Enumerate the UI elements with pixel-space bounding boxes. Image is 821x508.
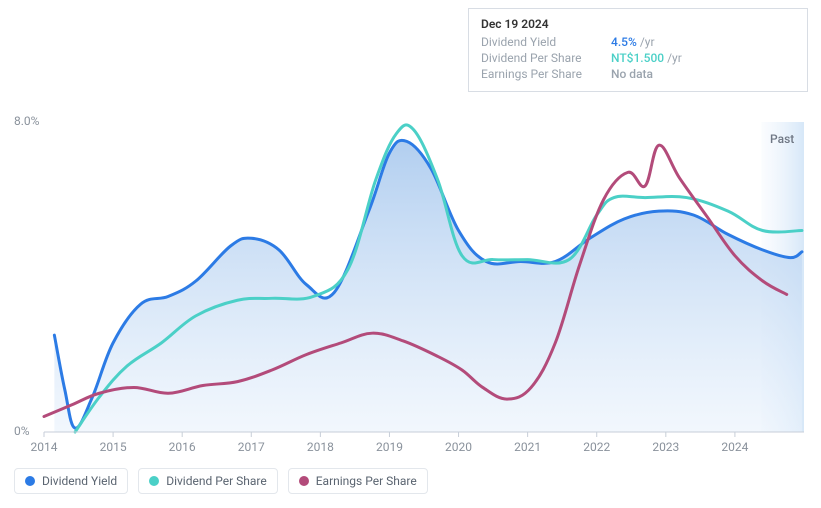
past-band-label: Past (770, 132, 794, 146)
tooltip-row: Dividend Yield4.5%/yr (481, 35, 795, 49)
x-tick-label: 2016 (169, 440, 196, 454)
tooltip-row: Earnings Per ShareNo data (481, 67, 795, 81)
x-tick-label: 2017 (238, 440, 265, 454)
area-dividend-yield (54, 140, 802, 432)
tooltip-row-label: Earnings Per Share (481, 67, 611, 81)
y-tick-label: 0% (14, 424, 52, 438)
legend-label: Earnings Per Share (316, 474, 417, 488)
legend: Dividend Yield Dividend Per Share Earnings… (14, 468, 428, 494)
tooltip-date: Dec 19 2024 (481, 17, 795, 31)
tooltip-row-value: NT$1.500 (611, 51, 664, 65)
x-tick-label: 2020 (445, 440, 472, 454)
x-tick-label: 2014 (31, 440, 58, 454)
legend-dot-icon (299, 476, 309, 486)
legend-item[interactable]: Dividend Per Share (138, 468, 278, 494)
legend-dot-icon (149, 476, 159, 486)
legend-item[interactable]: Dividend Yield (14, 468, 128, 494)
tooltip-row-unit: /yr (640, 35, 655, 49)
legend-label: Dividend Yield (42, 474, 117, 488)
y-tick-label: 8.0% (14, 114, 52, 128)
tooltip-row-value: No data (611, 67, 653, 81)
tooltip-row: Dividend Per ShareNT$1.500/yr (481, 51, 795, 65)
x-tick-label: 2015 (100, 440, 127, 454)
x-tick-label: 2018 (307, 440, 334, 454)
tooltip-rows: Dividend Yield4.5%/yrDividend Per ShareN… (481, 35, 795, 81)
tooltip-row-value: 4.5% (611, 35, 637, 49)
legend-label: Dividend Per Share (166, 474, 267, 488)
tooltip-box: Dec 19 2024 Dividend Yield4.5%/yrDividen… (468, 8, 808, 92)
chart-svg (14, 112, 809, 452)
tooltip-row-label: Dividend Yield (481, 35, 611, 49)
tooltip-row-unit: /yr (667, 51, 682, 65)
x-tick-label: 2023 (652, 440, 679, 454)
x-tick-label: 2019 (376, 440, 403, 454)
legend-dot-icon (25, 476, 35, 486)
x-tick-label: 2021 (514, 440, 541, 454)
x-tick-label: 2022 (583, 440, 610, 454)
x-axis-labels: 2014 2015 2016 2017 2018 2019 2020 2021 2022 2023… (14, 440, 809, 460)
chart-container: 0% 8.0% 2014 2015 2016 2017 2018 2019 2020 2021 2… (14, 112, 809, 452)
legend-item[interactable]: Earnings Per Share (288, 468, 428, 494)
tooltip-row-label: Dividend Per Share (481, 51, 611, 65)
x-tick-label: 2024 (721, 440, 748, 454)
